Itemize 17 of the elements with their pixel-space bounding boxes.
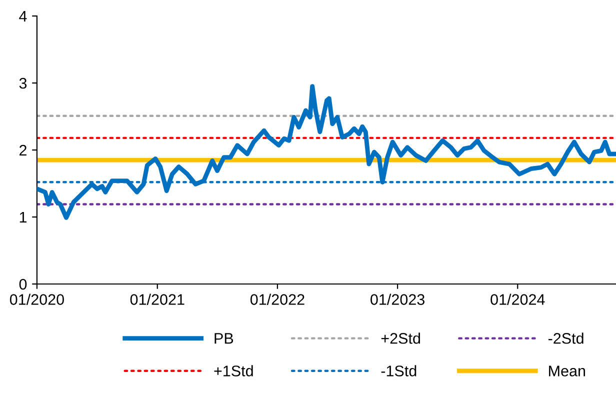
legend-label: Mean (549, 366, 586, 376)
x-tick-label: 01/2020 (10, 294, 64, 305)
legend-label: +1Std (214, 365, 253, 376)
x-tick-label: 01/2024 (490, 294, 545, 305)
legend-label: -1Std (381, 365, 416, 376)
x-tick-label: 01/2021 (130, 294, 184, 305)
y-tick-label: 1 (20, 212, 26, 223)
y-tick-label: 0 (19, 278, 27, 290)
y-tick-label: 3 (19, 78, 27, 89)
y-tick-label: 2 (20, 144, 26, 156)
x-tick-label: 01/2023 (370, 294, 424, 305)
legend-label: -2Std (548, 332, 584, 344)
legend-label: +2Std (381, 332, 420, 344)
x-tick-label: 01/2022 (250, 294, 304, 305)
line-series (36, 84, 616, 220)
legend-label: PB (214, 333, 234, 344)
y-tick-label: 4 (19, 11, 27, 22)
